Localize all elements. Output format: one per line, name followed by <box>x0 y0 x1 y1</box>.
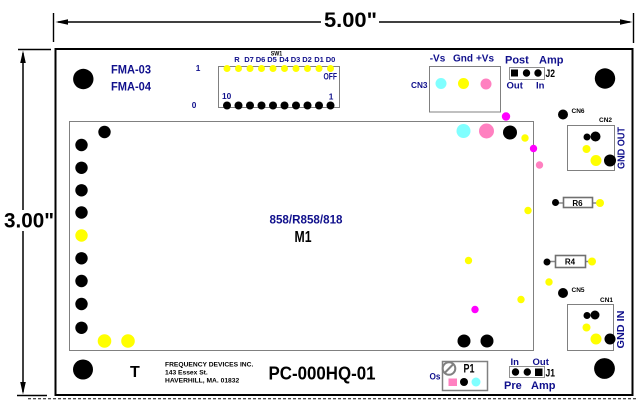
svg-text:D7: D7 <box>244 55 254 64</box>
svg-text:1: 1 <box>329 92 334 102</box>
svg-text:-Vs: -Vs <box>430 54 446 65</box>
svg-text:858/R858/818: 858/R858/818 <box>270 215 344 227</box>
svg-text:D5: D5 <box>267 55 277 64</box>
svg-text:CN3: CN3 <box>411 80 428 90</box>
svg-text:CN1: CN1 <box>600 297 613 304</box>
svg-text:GND OUT: GND OUT <box>616 126 628 169</box>
svg-text:In: In <box>511 357 520 368</box>
svg-text:In: In <box>536 81 545 92</box>
svg-text:3.00": 3.00" <box>4 209 54 233</box>
svg-text:Out: Out <box>507 81 524 92</box>
svg-text:T: T <box>130 364 140 381</box>
svg-text:J2: J2 <box>546 68 556 80</box>
svg-text:CN2: CN2 <box>599 117 612 124</box>
svg-text:R6: R6 <box>572 199 583 208</box>
svg-text:OFF: OFF <box>324 72 338 82</box>
svg-text:FREQUENCY DEVICES INC.: FREQUENCY DEVICES INC. <box>165 362 253 369</box>
svg-text:FMA-03: FMA-03 <box>111 65 151 77</box>
svg-text:J1: J1 <box>546 368 556 380</box>
svg-text:GND IN: GND IN <box>615 311 627 349</box>
svg-text:D4: D4 <box>279 55 289 64</box>
svg-text:5.00": 5.00" <box>324 8 377 32</box>
svg-text:10: 10 <box>222 91 232 101</box>
svg-text:PC-000HQ-01: PC-000HQ-01 <box>269 363 376 384</box>
svg-text:Amp: Amp <box>539 55 564 67</box>
svg-text:1: 1 <box>196 63 201 73</box>
svg-text:R: R <box>234 55 240 64</box>
svg-text:+Vs: +Vs <box>476 54 495 65</box>
svg-text:FMA-04: FMA-04 <box>111 82 152 94</box>
svg-text:Os: Os <box>430 372 441 383</box>
svg-text:M1: M1 <box>295 229 312 246</box>
svg-text:Pre: Pre <box>504 380 522 392</box>
svg-text:Gnd: Gnd <box>453 54 473 65</box>
svg-text:Amp: Amp <box>531 380 556 392</box>
svg-text:Post: Post <box>505 55 529 67</box>
svg-text:143 Essex St.: 143 Essex St. <box>165 370 208 377</box>
svg-text:0: 0 <box>192 100 197 110</box>
svg-text:D3: D3 <box>291 55 301 64</box>
svg-text:CN5: CN5 <box>572 287 585 294</box>
svg-text:P1: P1 <box>464 362 475 376</box>
svg-text:D1: D1 <box>314 55 324 64</box>
svg-text:D2: D2 <box>302 55 312 64</box>
svg-text:D6: D6 <box>256 55 266 64</box>
svg-text:SW1: SW1 <box>271 51 283 58</box>
svg-text:HAVERHILL, MA. 01832: HAVERHILL, MA. 01832 <box>165 378 239 385</box>
svg-text:Out: Out <box>533 357 550 368</box>
svg-text:D0: D0 <box>326 55 336 64</box>
svg-text:CN6: CN6 <box>572 108 585 115</box>
svg-text:R4: R4 <box>565 258 576 267</box>
